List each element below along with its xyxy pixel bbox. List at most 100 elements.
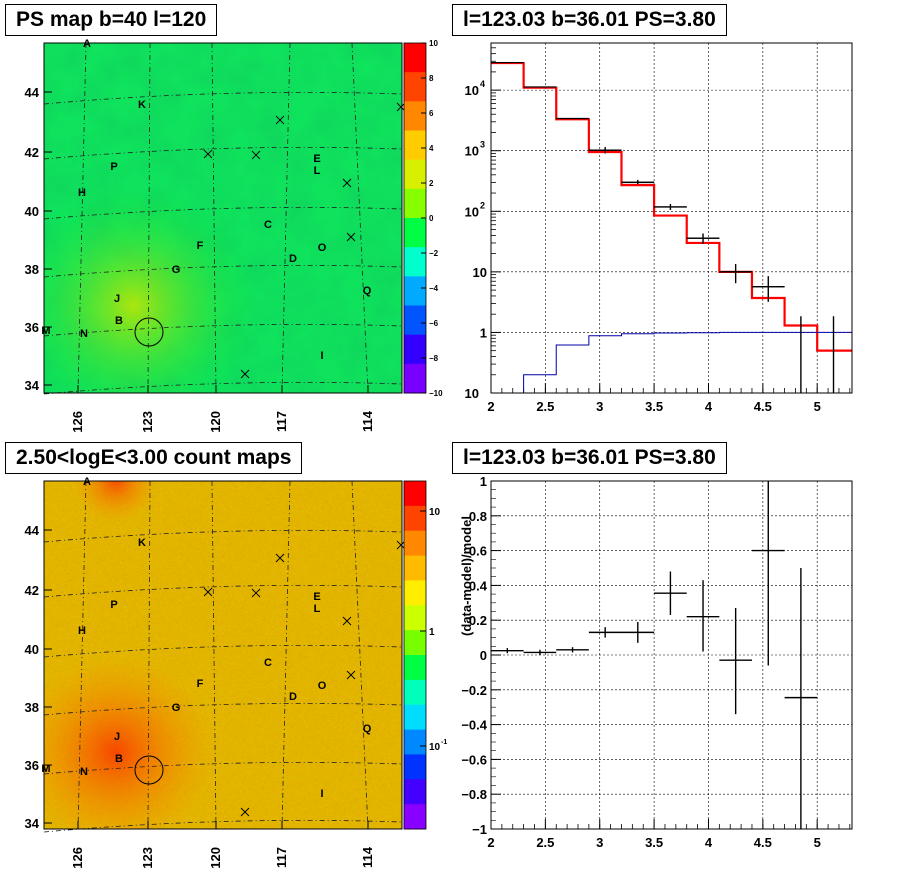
y-tick-exponent: 4 [480,79,485,89]
y-tick-label: −0.8 [461,787,487,802]
colorbar-segment [404,363,426,394]
source-label: M [41,763,50,775]
source-label: H [78,187,86,199]
longitude-gridline [77,42,87,394]
colorbar-frame [403,480,427,830]
source-label: E [313,153,320,165]
count-map-hot-top [44,481,402,829]
longitude-gridline [211,42,217,394]
colorbar-segment [404,276,426,306]
colorbar-segment [404,481,426,507]
ps-colorbar: 10 8 6 4 2 0 −2 −4 −6 −8 −10 [403,39,443,398]
x-tick-label: 2.5 [536,399,554,414]
source-label: C [264,657,272,669]
residual-title: l=123.03 b=36.01 PS=3.80 [452,442,727,474]
y-tick-label: 38 [25,700,39,715]
source-label: L [314,603,321,615]
longitude-gridline [281,42,291,394]
y-tick-label: 36 [25,320,39,335]
source-label: K [138,99,146,111]
y-tick-label: 1 [480,325,487,340]
x-tick-label: 3.5 [645,835,663,850]
colorbar-segment [404,305,426,336]
y-tick-exponent: 2 [480,200,485,210]
cross-marker [240,807,250,817]
count-map-coordinate-grid [43,480,403,833]
colorbar-segment [404,43,426,73]
colorbar-label: −8 [429,354,439,363]
y-tick-label: 10 [465,204,479,219]
x-tick-label: 3 [596,835,603,850]
ps-map-cross-markers [203,102,406,379]
plot-frame [490,480,853,830]
source-label: B [115,753,123,765]
source-label: J [114,293,120,305]
colorbar-label: −2 [429,249,439,258]
source-label: G [172,702,181,714]
cross-marker [251,588,261,598]
y-tick-label: −0.2 [461,683,487,698]
source-label: D [289,253,297,265]
y-tick-label: 40 [25,204,39,219]
source-label: L [314,165,321,177]
colorbar-segment [404,679,426,706]
cross-marker [275,553,285,563]
y-tick-label: 10 [473,265,487,280]
ps-map-panel: A K P EL H C F O D G Q JB M N I 126 123 120 117 114 34 36 38 4… [25,38,444,433]
ts-histogram [491,331,852,394]
source-label: F [197,240,204,252]
cross-marker [251,150,261,160]
x-tick-label: 4 [705,399,713,414]
y-tick-label: 34 [25,378,40,393]
colorbar-segment [404,218,426,248]
colorbar-segment [404,655,426,681]
colorbar-label: −10 [429,389,443,398]
x-tick-label: 117 [274,411,289,432]
colorbar-label-exponent: -1 [441,739,447,746]
y-tick-label: 0 [480,648,487,663]
colorbar-segment [404,729,426,755]
x-tick-label: 3 [596,399,603,414]
x-tick-label: 4.5 [754,835,772,850]
y-tick-label: 42 [25,145,39,160]
colorbar-segment [404,580,426,606]
colorbar-segment [404,101,426,131]
longitude-gridline [351,480,369,830]
colorbar-segment [404,779,426,805]
cross-marker [346,232,356,242]
source-label: P [110,161,117,173]
ps-map-title: PS map b=40 l=120 [5,4,218,36]
source-label: P [110,599,117,611]
source-label: E [313,591,320,603]
y-tick-label: 38 [25,262,39,277]
source-label: O [318,242,327,254]
colorbar-segment [404,247,426,277]
x-tick-label: 126 [70,411,85,433]
colorbar-label: 0 [429,214,434,223]
x-tick-label: 3.5 [645,399,663,414]
x-tick-label: 4 [705,835,713,850]
source-label: J [114,731,120,743]
x-tick-label: 120 [208,847,223,869]
cross-marker [346,670,356,680]
count-map-axes: 126 123 120 117 114 34 36 38 40 42 44 [25,523,375,869]
source-label: N [80,766,88,778]
colorbar-label: −4 [429,284,439,293]
colorbar-label: 1 [429,627,435,638]
x-tick-label: 5 [814,835,821,850]
colorbar-label: 2 [429,179,434,188]
longitude-gridline [281,480,291,830]
longitude-gridline [147,42,151,394]
source-label: K [138,537,146,549]
colorbar-segment [404,804,426,830]
x-tick-label: 114 [360,410,375,432]
longitude-gridline [211,480,217,830]
y-tick-label: 34 [25,816,40,831]
x-tick-label: 4.5 [754,399,772,414]
longitude-gridline [77,480,87,830]
ps-map-coordinate-grid [43,42,403,395]
source-label: O [318,680,327,692]
x-tick-label: 2 [487,835,494,850]
x-tick-label: 5 [814,399,821,414]
